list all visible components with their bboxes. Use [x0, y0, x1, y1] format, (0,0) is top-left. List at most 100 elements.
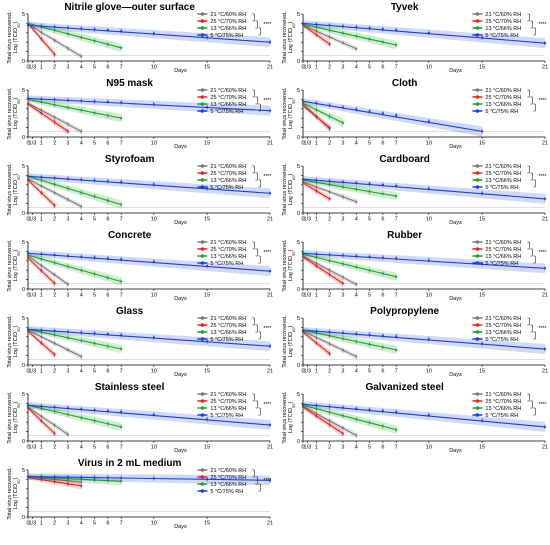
legend-swatch-marker [200, 178, 205, 182]
y-axis-label-line1: Total virus recovered, [7, 467, 13, 520]
y-axis-label: Total virus recovered, Log (TCID50) [7, 11, 21, 64]
x-axis-label: Days [174, 448, 187, 454]
x-tick-label: 6 [106, 65, 109, 71]
y-label-sub: 50 [291, 23, 296, 28]
x-tick-label: 6 [106, 521, 109, 527]
x-tick-label: 4 [355, 293, 358, 299]
y-axis-label-line1: Total virus recovered, [282, 239, 288, 292]
x-tick-label: 1/3 [304, 369, 312, 375]
x-tick-label: 10 [426, 65, 432, 71]
y-axis-label-line1: Total virus recovered, [282, 11, 288, 64]
x-tick-label: 2 [53, 65, 56, 71]
legend-label: 5 °C/75% RH [485, 261, 518, 267]
legend-swatch-marker [200, 247, 205, 251]
legend-label: 25 °C/70% RH [485, 399, 521, 405]
y-label-sub: 50 [291, 403, 296, 408]
x-axis-label: Days [449, 372, 462, 378]
legend-swatch-marker [200, 323, 205, 327]
x-tick-label: 0 [26, 521, 29, 527]
x-axis-label: Days [449, 144, 462, 150]
x-tick-label: 5 [368, 369, 371, 375]
x-tick-label: 10 [426, 369, 432, 375]
y-label-sub: 50 [16, 99, 21, 104]
significance-bracket [258, 407, 261, 416]
x-tick-label: 7 [395, 369, 398, 375]
x-tick-label: 7 [120, 369, 123, 375]
x-tick-label: 1/3 [304, 65, 312, 71]
y-label-sub: 50 [16, 175, 21, 180]
significance-bracket [530, 400, 533, 409]
x-tick-label: 15 [479, 65, 485, 71]
y-tick-label: 0 [22, 135, 25, 141]
y-label-sub: 50 [16, 403, 21, 408]
legend-label: 13 °C/66% RH [210, 254, 246, 260]
series-band [28, 250, 270, 277]
significance-label: **** [538, 250, 546, 256]
x-tick-label: 10 [151, 521, 157, 527]
significance-bracket [255, 20, 258, 29]
significance-label: **** [538, 98, 546, 104]
y-label-end: ) [288, 174, 294, 176]
x-tick-label: 5 [368, 445, 371, 451]
panel-title: Polypropylene [370, 306, 439, 317]
y-axis-label-line1: Total virus recovered, [282, 87, 288, 140]
y-axis-label-line2: Log (TCID50) [13, 22, 21, 54]
significance-label: **** [263, 478, 271, 484]
legend-label: 13 °C/66% RH [485, 26, 521, 32]
y-label-sub: 50 [16, 327, 21, 332]
series-line [302, 329, 397, 351]
legend-swatch-marker [200, 19, 205, 23]
x-tick-label: 7 [395, 141, 398, 147]
legend-swatch-marker [475, 171, 480, 175]
legend-swatch-marker [475, 413, 480, 417]
y-label-part: Log (TCID [288, 104, 294, 129]
x-tick-label: 15 [204, 293, 210, 299]
x-tick-label: 1/3 [29, 217, 37, 223]
legend-label: 13 °C/66% RH [485, 254, 521, 260]
significance-bracket [530, 20, 533, 29]
y-label-part: Log (TCID [288, 332, 294, 357]
x-tick-label: 7 [120, 445, 123, 451]
x-tick-label: 1/3 [304, 293, 312, 299]
panel-title: Tyvek [391, 2, 419, 13]
x-tick-label: 1/3 [29, 293, 37, 299]
significance-bracket [527, 165, 530, 174]
significance-bracket [527, 393, 530, 402]
series-band [28, 95, 270, 116]
legend-label: 25 °C/70% RH [210, 399, 246, 405]
y-label-part: Log (TCID [13, 104, 19, 129]
x-tick-label: 7 [120, 521, 123, 527]
significance-bracket [533, 331, 536, 340]
significance-bracket [258, 255, 261, 264]
series-band [303, 98, 483, 137]
x-tick-label: 7 [395, 293, 398, 299]
y-axis-label: Total virus recovered, Log (TCID50) [282, 239, 296, 292]
y-axis-label-line2: Log (TCID50) [288, 98, 296, 130]
x-tick-label: 1 [40, 141, 43, 147]
panel-title: Rubber [387, 230, 422, 241]
y-axis-label-line2: Log (TCID50) [288, 250, 296, 282]
legend-label: 5 °C/75% RH [210, 261, 243, 267]
legend-swatch-marker [200, 109, 205, 113]
x-axis-label: Days [449, 220, 462, 226]
x-tick-label: 4 [80, 369, 83, 375]
series-line [302, 404, 397, 431]
legend-label: 21 °C/60% RH [210, 316, 246, 322]
x-tick-label: 3 [341, 141, 344, 147]
legend-label: 5 °C/75% RH [210, 33, 243, 39]
legend-swatch-marker [475, 316, 480, 320]
y-tick-label: 0 [297, 363, 300, 369]
legend-swatch-marker [200, 254, 205, 258]
legend-label: 21 °C/60% RH [485, 88, 521, 94]
series-band [28, 326, 270, 352]
x-tick-label: 10 [151, 65, 157, 71]
x-tick-label: 21 [542, 445, 548, 451]
legend-swatch-marker [200, 261, 205, 265]
legend-swatch-marker [200, 482, 205, 486]
y-label-part: Log (TCID [288, 28, 294, 53]
